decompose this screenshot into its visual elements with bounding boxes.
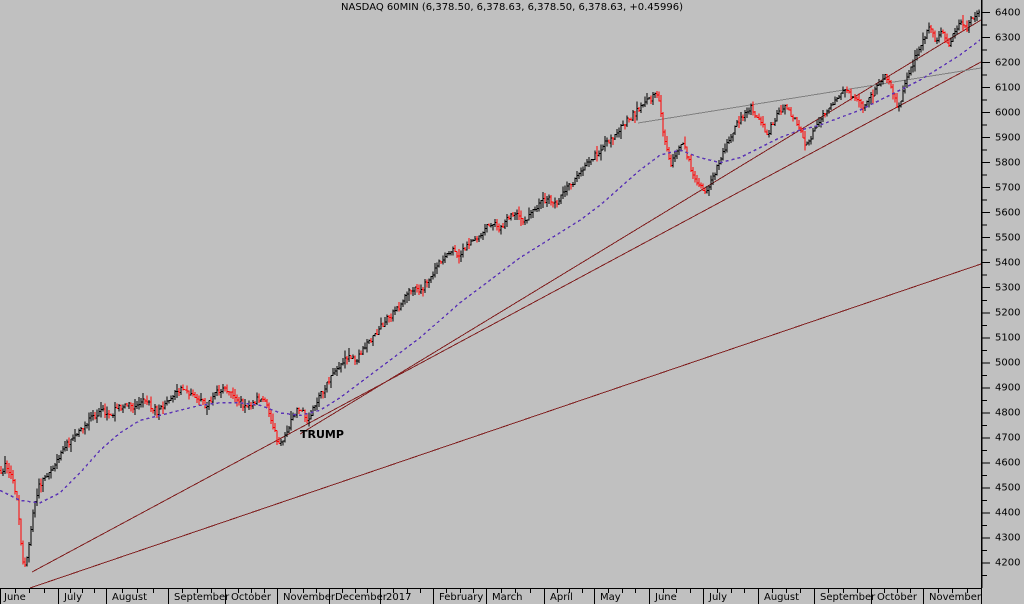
price-axis-label: 4500 — [995, 482, 1021, 494]
time-axis-label: November — [929, 592, 982, 603]
time-axis-label: September — [174, 592, 230, 603]
price-axis-label: 5100 — [995, 332, 1021, 344]
time-axis-label: 2017 — [386, 592, 412, 603]
time-axis-label: July — [709, 592, 727, 603]
price-axis-label: 4700 — [995, 432, 1021, 444]
price-axis-label: 4800 — [995, 407, 1021, 419]
time-axis-label: October — [231, 592, 272, 603]
time-axis[interactable]: June July August September October November De… — [0, 588, 1024, 608]
resistance-trendline-gray — [637, 67, 982, 124]
middle-channel-trendline — [31, 61, 982, 573]
moving-average-path — [0, 39, 981, 504]
price-axis-label: 5900 — [995, 132, 1021, 144]
price-axis-label: 4300 — [995, 532, 1021, 544]
time-axis-label: April — [550, 592, 573, 603]
time-axis-label: February — [439, 592, 484, 603]
time-axis-label: July — [64, 592, 82, 603]
price-axis-label: 4900 — [995, 382, 1021, 394]
price-axis[interactable]: 6400 6300 6200 6100 6000 5900 5800 5700 5600 5500… — [980, 0, 1024, 588]
price-axis-label: 5600 — [995, 207, 1021, 219]
time-axis-label: August — [764, 592, 799, 603]
time-axis-label: December — [335, 592, 387, 603]
trendline-group — [29, 19, 982, 589]
price-axis-label: 5500 — [995, 232, 1021, 244]
ohlc-bar-group — [0, 9, 980, 568]
price-axis-label: 5200 — [995, 307, 1021, 319]
time-axis-label: September — [820, 592, 876, 603]
price-axis-label: 4200 — [995, 557, 1021, 569]
time-axis-label: June — [4, 592, 26, 603]
time-axis-ticks — [0, 588, 982, 604]
window-bottom-edge — [0, 604, 1024, 608]
price-axis-label: 5400 — [995, 257, 1021, 269]
time-axis-label: August — [112, 592, 147, 603]
chart-canvas — [0, 9, 982, 589]
price-axis-label: 6400 — [995, 7, 1021, 18]
price-axis-label: 5000 — [995, 357, 1021, 369]
lower-channel-trendline — [29, 263, 982, 589]
price-axis-label: 6300 — [995, 32, 1021, 44]
chart-plot-area[interactable]: TRUMP — [0, 0, 982, 589]
price-axis-label: 4400 — [995, 507, 1021, 519]
price-axis-label: 5700 — [995, 182, 1021, 194]
price-axis-ticks — [980, 0, 990, 588]
time-axis-label: March — [492, 592, 523, 603]
time-axis-label: May — [600, 592, 621, 603]
upper-channel-trendline — [299, 19, 982, 435]
price-axis-label: 5800 — [995, 157, 1021, 169]
time-axis-label: June — [655, 592, 677, 603]
price-axis-label: 6200 — [995, 57, 1021, 69]
time-axis-label: November — [283, 592, 336, 603]
price-axis-label: 6100 — [995, 82, 1021, 94]
price-axis-label: 4600 — [995, 457, 1021, 469]
trump-annotation: TRUMP — [300, 428, 344, 441]
price-axis-label: 6000 — [995, 107, 1021, 119]
price-axis-label: 5300 — [995, 282, 1021, 294]
chart-title: NASDAQ 60MIN (6,378.50, 6,378.63, 6,378.… — [341, 2, 683, 13]
moving-average-line — [0, 39, 981, 504]
time-axis-label: October — [877, 592, 918, 603]
